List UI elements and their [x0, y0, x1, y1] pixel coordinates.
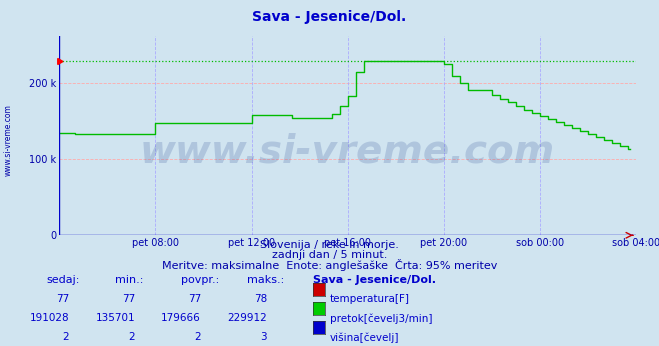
Text: 77: 77 [188, 294, 201, 304]
Text: povpr.:: povpr.: [181, 275, 219, 285]
Text: 191028: 191028 [30, 313, 69, 323]
Text: 2: 2 [63, 332, 69, 342]
Text: Sava - Jesenice/Dol.: Sava - Jesenice/Dol. [252, 10, 407, 24]
Text: www.si-vreme.com: www.si-vreme.com [140, 133, 556, 171]
Text: Slovenija / reke in morje.: Slovenija / reke in morje. [260, 240, 399, 251]
Text: min.:: min.: [115, 275, 144, 285]
Text: Sava - Jesenice/Dol.: Sava - Jesenice/Dol. [313, 275, 436, 285]
Text: 229912: 229912 [227, 313, 267, 323]
Text: 2: 2 [129, 332, 135, 342]
Text: temperatura[F]: temperatura[F] [330, 294, 410, 304]
Text: 3: 3 [260, 332, 267, 342]
Text: Meritve: maksimalne  Enote: anglešaške  Črta: 95% meritev: Meritve: maksimalne Enote: anglešaške Čr… [162, 259, 497, 271]
Text: 78: 78 [254, 294, 267, 304]
Text: višina[čevelj]: višina[čevelj] [330, 332, 399, 343]
Text: maks.:: maks.: [247, 275, 285, 285]
Text: pretok[čevelj3/min]: pretok[čevelj3/min] [330, 313, 433, 324]
Text: 179666: 179666 [161, 313, 201, 323]
Text: zadnji dan / 5 minut.: zadnji dan / 5 minut. [272, 250, 387, 260]
Text: 77: 77 [56, 294, 69, 304]
Text: 135701: 135701 [96, 313, 135, 323]
Text: sedaj:: sedaj: [46, 275, 80, 285]
Text: 77: 77 [122, 294, 135, 304]
Text: www.si-vreme.com: www.si-vreme.com [3, 104, 13, 176]
Text: 2: 2 [194, 332, 201, 342]
